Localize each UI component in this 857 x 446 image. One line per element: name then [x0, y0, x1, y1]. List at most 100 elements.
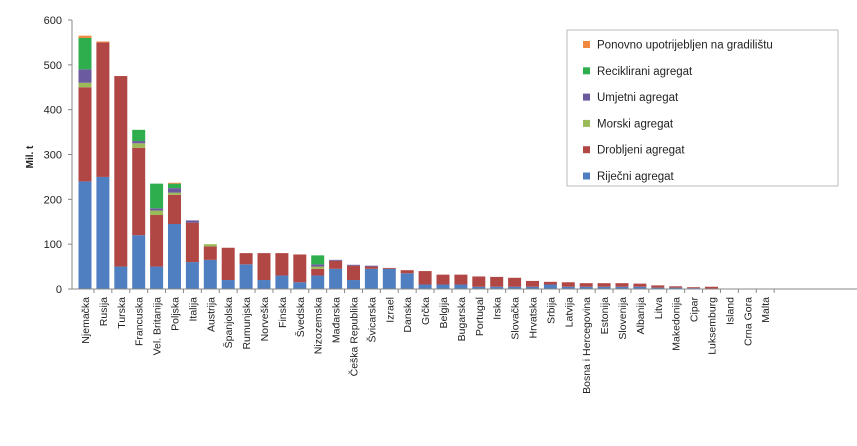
legend-swatch — [583, 67, 590, 75]
x-tick-label: Crna Gora — [742, 297, 754, 346]
bar-segment — [364, 266, 378, 269]
bar-segment — [490, 276, 504, 287]
x-tick-label: Vel. Britanija — [152, 297, 164, 356]
bar-segment — [203, 259, 217, 289]
bar-segment — [490, 286, 504, 289]
x-tick-label: Turska — [116, 297, 128, 329]
x-tick-label: Grčka — [420, 297, 432, 325]
bar-segment — [114, 266, 128, 289]
legend-entry: Drobljeni agregat — [597, 145, 685, 157]
bar-segment — [293, 254, 307, 283]
bar-segment — [78, 69, 92, 83]
bar-segment — [78, 37, 92, 70]
bar-segment — [239, 264, 253, 289]
x-tick-label: Slovenija — [617, 297, 629, 340]
bar-segment — [651, 285, 665, 288]
bar-segment — [561, 286, 575, 289]
x-tick-label: Austrija — [205, 297, 217, 332]
bar-segment — [275, 275, 289, 289]
bar-segment — [221, 247, 235, 281]
bar-segment — [132, 147, 146, 236]
bar-segment — [615, 283, 629, 287]
legend-entry: Morski agregat — [597, 118, 674, 130]
bar-segment — [293, 282, 307, 289]
bar-segment — [311, 266, 325, 269]
bar-segment — [436, 284, 450, 289]
x-tick-label: Latvija — [563, 297, 575, 328]
x-tick-label: Nizozemska — [313, 297, 325, 354]
bar-segment — [275, 253, 289, 276]
bar-segment — [150, 183, 164, 209]
bar-segment — [347, 264, 360, 266]
bar-segment — [203, 244, 217, 247]
bar-segment — [347, 265, 360, 281]
bar-segment — [132, 129, 146, 142]
bar-segment — [347, 280, 360, 289]
bar-segment — [168, 223, 181, 289]
bar-segment — [597, 286, 611, 289]
bar-segment — [78, 35, 92, 38]
bar-segment — [669, 286, 683, 288]
x-tick-label: Portugal — [474, 297, 486, 336]
bar-segment — [132, 143, 146, 148]
bar-segment — [168, 192, 181, 195]
bar-segment — [239, 253, 253, 265]
y-tick-label: 400 — [44, 105, 62, 117]
y-tick-label: 0 — [56, 284, 62, 296]
x-tick-label: Francuska — [134, 297, 146, 346]
y-axis: 0 100 200 300 400 500 600 — [44, 15, 72, 296]
x-tick-label: Hrvatska — [528, 297, 540, 339]
x-tick-label: Norveška — [259, 297, 271, 342]
bar-segment — [311, 255, 325, 265]
x-tick-label: Rumunjska — [241, 297, 253, 350]
bar-segment — [597, 283, 611, 287]
x-tick-label: Bosna i Hercegovina — [581, 297, 593, 394]
legend-box — [566, 29, 839, 187]
bar-segment — [257, 280, 271, 289]
bar-segment — [561, 282, 575, 287]
bar-segment — [418, 284, 432, 289]
x-tick-label: Finska — [277, 297, 289, 328]
bar-segment — [687, 287, 701, 289]
legend-swatch — [583, 119, 590, 127]
bar-segment — [669, 287, 683, 289]
bar-segment — [132, 141, 146, 144]
bar-segment — [311, 268, 325, 276]
x-tick-label: Slovačka — [510, 297, 522, 340]
x-tick-label: Mađarska — [331, 297, 343, 343]
x-tick-label: Cipar — [689, 296, 701, 322]
bar-segment — [454, 274, 468, 285]
legend-swatch — [583, 41, 590, 48]
bar-segment — [543, 284, 557, 289]
bar-segment — [168, 183, 181, 189]
x-tick-label: Albanija — [635, 297, 647, 335]
bar-segment — [454, 284, 468, 289]
x-tick-label: Izrael — [384, 297, 396, 323]
x-tick-label: Malta — [760, 297, 772, 323]
x-tick-label: Belgija — [438, 297, 450, 329]
legend-entry: Umjetni agregat — [597, 92, 679, 104]
bar-segment — [633, 283, 647, 287]
bar-segment — [96, 41, 110, 43]
x-tick-label: Poljska — [170, 297, 182, 331]
y-tick-label: 300 — [44, 150, 62, 162]
bar-segment — [168, 182, 181, 184]
y-tick-label: 500 — [44, 60, 62, 72]
bar-segment — [382, 267, 396, 269]
x-axis-labels: Njemačka Rusija Turska Francuska Vel. Britan… — [80, 296, 772, 393]
bar-segment — [400, 273, 414, 289]
bar-segment — [185, 220, 199, 223]
bar-segment — [78, 87, 92, 182]
bar-segment — [150, 266, 164, 289]
legend: Ponovno upotrijebljen na gradilištu Recik… — [566, 29, 839, 187]
bar-segment — [150, 210, 164, 216]
bar-segment — [526, 280, 539, 287]
bar-segment — [132, 235, 146, 289]
bar-segment — [203, 246, 217, 260]
bar-segment — [579, 286, 593, 289]
legend-entry: Ponovno upotrijebljen na gradilištu — [597, 40, 773, 52]
x-tick-label: Irska — [492, 297, 504, 320]
bars — [78, 35, 775, 293]
bar-segment — [329, 268, 343, 289]
x-tick-label: Litva — [653, 297, 665, 319]
